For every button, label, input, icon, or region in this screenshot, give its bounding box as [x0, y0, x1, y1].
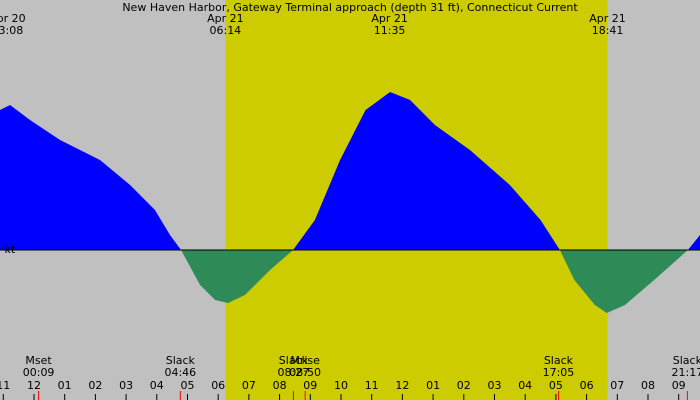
- ebb-area: [0, 250, 700, 313]
- bottom-event-time: 04:46: [164, 366, 196, 379]
- top-event-time: 06:14: [209, 24, 241, 37]
- x-tick-label: 01: [58, 379, 72, 392]
- x-tick-label: 04: [518, 379, 532, 392]
- x-tick-label: 03: [487, 379, 501, 392]
- x-tick-label: 11: [365, 379, 379, 392]
- x-tick-label: 05: [549, 379, 563, 392]
- top-event-time: 23:08: [0, 24, 23, 37]
- flood-area: [0, 92, 700, 250]
- bottom-event-label: Slack: [673, 354, 700, 367]
- x-tick-label: 08: [273, 379, 287, 392]
- bottom-event-time: 17:05: [543, 366, 575, 379]
- bottom-event-time: 08:27: [278, 366, 310, 379]
- bottom-event-time: 21:17: [672, 366, 700, 379]
- x-tick-label: 10: [334, 379, 348, 392]
- x-tick-label: 05: [180, 379, 194, 392]
- x-tick-label: 12: [395, 379, 409, 392]
- x-tick-label: 01: [426, 379, 440, 392]
- bottom-event-label: Mset: [25, 354, 52, 367]
- top-event-date: Apr 21: [589, 12, 626, 25]
- x-tick-label: 07: [610, 379, 624, 392]
- x-tick-label: 08: [641, 379, 655, 392]
- bottom-event-time: 00:09: [23, 366, 55, 379]
- bottom-event-time: 08:50: [289, 366, 321, 379]
- x-tick-label: 04: [150, 379, 164, 392]
- top-event-time: 11:35: [374, 24, 406, 37]
- x-tick-label: 12: [27, 379, 41, 392]
- x-tick-label: 07: [242, 379, 256, 392]
- x-tick-label: 06: [580, 379, 594, 392]
- x-tick-label: 11: [0, 379, 10, 392]
- top-event-time: 18:41: [592, 24, 624, 37]
- top-event-date: Apr 21: [371, 12, 408, 25]
- y-tick-label: 0 kt: [0, 243, 16, 256]
- top-event-date: Apr 20: [0, 12, 26, 25]
- x-tick-label: 02: [457, 379, 471, 392]
- bottom-event-label: Slack: [279, 354, 309, 367]
- x-tick-label: 09: [672, 379, 686, 392]
- x-tick-label: 09: [303, 379, 317, 392]
- bottom-event-label: Slack: [166, 354, 196, 367]
- bottom-event-label: Mrise: [290, 354, 320, 367]
- x-tick-label: 03: [119, 379, 133, 392]
- top-event-date: Apr 21: [207, 12, 244, 25]
- chart-title: New Haven Harbor, Gateway Terminal appro…: [122, 1, 578, 14]
- bottom-event-label: Slack: [544, 354, 574, 367]
- x-tick-label: 02: [88, 379, 102, 392]
- x-tick-label: 06: [211, 379, 225, 392]
